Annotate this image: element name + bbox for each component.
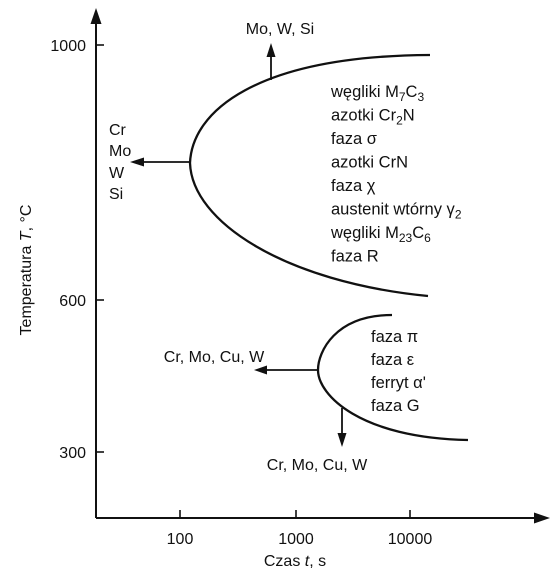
upper-phase-item: azotki CrN bbox=[331, 154, 408, 172]
lower-phase-list: faza π faza ε ferryt α' faza G bbox=[371, 328, 426, 415]
lower-c-curve bbox=[316, 313, 469, 442]
upper-phase-item: faza σ bbox=[331, 130, 377, 148]
x-tick-label-10000: 10000 bbox=[388, 531, 433, 548]
lower-phase-item: faza G bbox=[371, 397, 420, 415]
upper-arrow-left-label-2: Mo bbox=[109, 143, 131, 160]
x-tick-label-100: 100 bbox=[167, 531, 194, 548]
upper-arrow-left-label-3: W bbox=[109, 165, 125, 182]
x-tick-label-1000: 1000 bbox=[278, 531, 314, 548]
upper-phase-item: faza χ bbox=[331, 177, 376, 195]
lower-phase-item: faza ε bbox=[371, 351, 415, 369]
upper-phase-item: azotki Cr2N bbox=[331, 107, 415, 128]
lower-arrow-down-label: Cr, Mo, Cu, W bbox=[267, 457, 368, 474]
upper-phase-list: węgliki M7C3 azotki Cr2N faza σ azotki CrN f… bbox=[330, 83, 462, 266]
upper-phase-item: faza R bbox=[331, 248, 379, 266]
y-axis-label: Temperatura T, °C bbox=[18, 205, 35, 336]
y-tick-label-300: 300 bbox=[59, 445, 86, 462]
upper-phase-item: węgliki M23C6 bbox=[330, 224, 431, 245]
lower-arrow-left-head bbox=[254, 365, 267, 375]
upper-arrow-up-label: Mo, W, Si bbox=[246, 21, 314, 38]
y-axis-arrowhead bbox=[90, 8, 102, 24]
upper-arrow-left-label-1: Cr bbox=[109, 122, 127, 139]
upper-phase-item: węgliki M7C3 bbox=[330, 83, 424, 104]
upper-arrow-left-label-4: Si bbox=[109, 186, 123, 203]
upper-c-curve bbox=[188, 53, 431, 298]
lower-phase-item: ferryt α' bbox=[371, 374, 426, 392]
upper-phase-item: austenit wtórny γ2 bbox=[331, 201, 462, 222]
lower-phase-item: faza π bbox=[371, 328, 418, 346]
x-axis-arrowhead bbox=[534, 512, 550, 524]
y-tick-label-1000: 1000 bbox=[50, 38, 86, 55]
x-axis-label: Czas t, s bbox=[264, 553, 326, 570]
lower-arrow-left-label: Cr, Mo, Cu, W bbox=[164, 349, 265, 366]
upper-arrow-up-head bbox=[266, 43, 276, 57]
upper-arrow-left-head bbox=[130, 157, 144, 167]
lower-arrow-down-head bbox=[337, 433, 347, 447]
y-tick-label-600: 600 bbox=[59, 293, 86, 310]
